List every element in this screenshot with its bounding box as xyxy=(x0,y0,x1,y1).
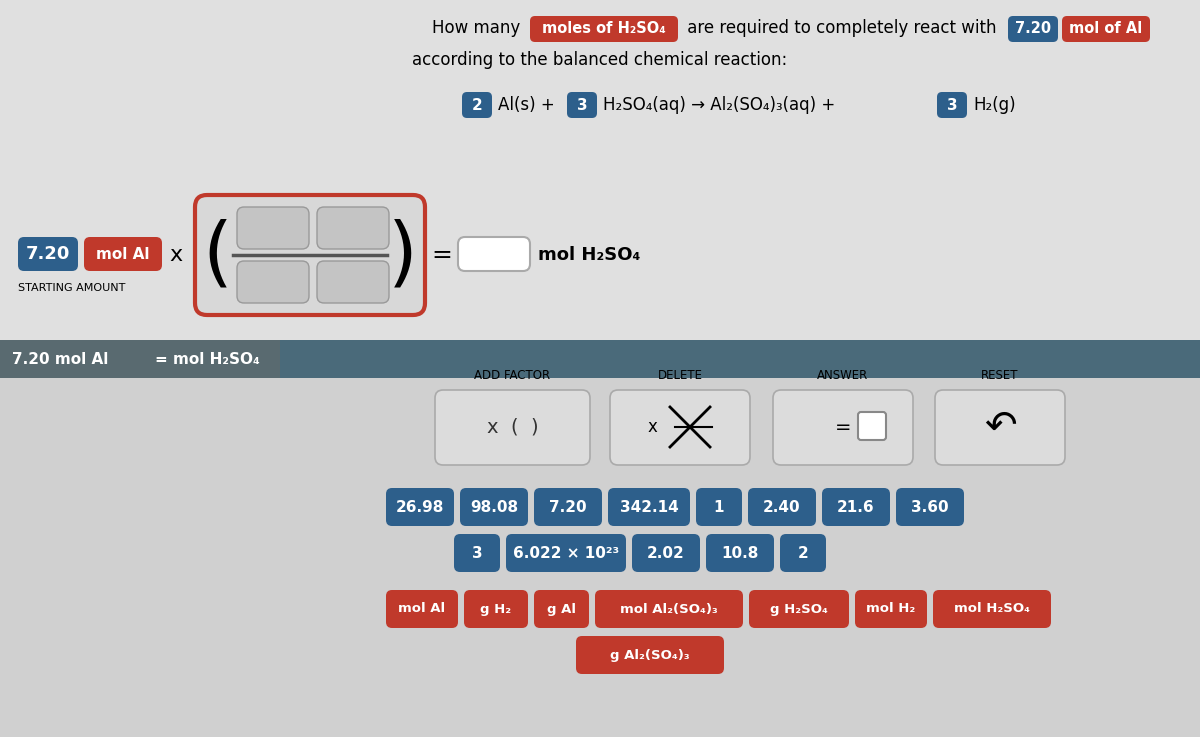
FancyBboxPatch shape xyxy=(610,390,750,465)
Text: x: x xyxy=(647,418,656,436)
Text: 6.022 × 10²³: 6.022 × 10²³ xyxy=(512,545,619,561)
Text: 98.08: 98.08 xyxy=(470,500,518,514)
Text: 342.14: 342.14 xyxy=(619,500,678,514)
FancyBboxPatch shape xyxy=(0,0,1200,370)
FancyBboxPatch shape xyxy=(696,488,742,526)
Text: =: = xyxy=(432,243,452,267)
FancyBboxPatch shape xyxy=(896,488,964,526)
FancyBboxPatch shape xyxy=(0,340,1200,378)
Text: g H₂SO₄: g H₂SO₄ xyxy=(770,603,828,615)
Text: mol of Al: mol of Al xyxy=(1069,21,1142,35)
Text: 3: 3 xyxy=(947,97,958,113)
FancyBboxPatch shape xyxy=(534,488,602,526)
FancyBboxPatch shape xyxy=(608,488,690,526)
FancyBboxPatch shape xyxy=(462,92,492,118)
FancyBboxPatch shape xyxy=(194,195,425,315)
FancyBboxPatch shape xyxy=(706,534,774,572)
Text: 2.40: 2.40 xyxy=(763,500,800,514)
Text: RESET: RESET xyxy=(982,369,1019,382)
Text: 21.6: 21.6 xyxy=(838,500,875,514)
Text: according to the balanced chemical reaction:: according to the balanced chemical react… xyxy=(413,51,787,69)
Text: ADD FACTOR: ADD FACTOR xyxy=(474,369,551,382)
FancyBboxPatch shape xyxy=(436,390,590,465)
FancyBboxPatch shape xyxy=(464,590,528,628)
FancyBboxPatch shape xyxy=(238,207,310,249)
FancyBboxPatch shape xyxy=(238,261,310,303)
FancyBboxPatch shape xyxy=(386,488,454,526)
FancyBboxPatch shape xyxy=(748,488,816,526)
FancyBboxPatch shape xyxy=(18,237,78,271)
Text: g Al: g Al xyxy=(547,603,576,615)
Text: 2: 2 xyxy=(798,545,809,561)
Text: 3.60: 3.60 xyxy=(911,500,949,514)
FancyBboxPatch shape xyxy=(1008,16,1058,42)
FancyBboxPatch shape xyxy=(534,590,589,628)
FancyBboxPatch shape xyxy=(84,237,162,271)
Text: 7.20 mol Al: 7.20 mol Al xyxy=(12,352,108,366)
Text: =: = xyxy=(835,417,851,436)
FancyBboxPatch shape xyxy=(386,590,458,628)
Text: H₂(g): H₂(g) xyxy=(973,96,1015,114)
Text: 7.20: 7.20 xyxy=(550,500,587,514)
FancyBboxPatch shape xyxy=(935,390,1066,465)
Text: 10.8: 10.8 xyxy=(721,545,758,561)
Text: mol Al: mol Al xyxy=(398,603,445,615)
FancyBboxPatch shape xyxy=(317,207,389,249)
Text: 7.20: 7.20 xyxy=(1015,21,1051,35)
FancyBboxPatch shape xyxy=(632,534,700,572)
FancyBboxPatch shape xyxy=(749,590,850,628)
FancyBboxPatch shape xyxy=(773,390,913,465)
FancyBboxPatch shape xyxy=(934,590,1051,628)
Text: = mol H₂SO₄: = mol H₂SO₄ xyxy=(155,352,259,366)
Text: ): ) xyxy=(388,218,418,292)
Text: (: ( xyxy=(202,218,232,292)
Text: 3: 3 xyxy=(472,545,482,561)
Text: mol Al₂(SO₄)₃: mol Al₂(SO₄)₃ xyxy=(620,603,718,615)
Text: 1: 1 xyxy=(714,500,725,514)
Text: are required to completely react with: are required to completely react with xyxy=(682,19,996,37)
FancyBboxPatch shape xyxy=(780,534,826,572)
Text: moles of H₂SO₄: moles of H₂SO₄ xyxy=(542,21,666,35)
Text: g Al₂(SO₄)₃: g Al₂(SO₄)₃ xyxy=(610,649,690,662)
FancyBboxPatch shape xyxy=(454,534,500,572)
FancyBboxPatch shape xyxy=(854,590,928,628)
Text: ANSWER: ANSWER xyxy=(817,369,869,382)
FancyBboxPatch shape xyxy=(1062,16,1150,42)
Text: 26.98: 26.98 xyxy=(396,500,444,514)
Text: mol H₂SO₄: mol H₂SO₄ xyxy=(954,603,1030,615)
FancyBboxPatch shape xyxy=(0,340,280,378)
Text: 7.20: 7.20 xyxy=(26,245,70,263)
FancyBboxPatch shape xyxy=(576,636,724,674)
FancyBboxPatch shape xyxy=(822,488,890,526)
FancyBboxPatch shape xyxy=(317,261,389,303)
Text: x: x xyxy=(169,245,182,265)
Text: g H₂: g H₂ xyxy=(480,603,511,615)
Text: mol Al: mol Al xyxy=(96,246,150,262)
FancyBboxPatch shape xyxy=(858,412,886,440)
Text: H₂SO₄(aq) → Al₂(SO₄)₃(aq) +: H₂SO₄(aq) → Al₂(SO₄)₃(aq) + xyxy=(604,96,835,114)
Text: 2: 2 xyxy=(472,97,482,113)
Text: Al(s) +: Al(s) + xyxy=(498,96,554,114)
Text: x  (  ): x ( ) xyxy=(487,417,539,436)
Text: ↶: ↶ xyxy=(984,408,1016,446)
FancyBboxPatch shape xyxy=(458,237,530,271)
Text: mol H₂SO₄: mol H₂SO₄ xyxy=(538,246,641,264)
FancyBboxPatch shape xyxy=(0,370,1200,737)
Text: mol H₂: mol H₂ xyxy=(866,603,916,615)
FancyBboxPatch shape xyxy=(530,16,678,42)
Text: STARTING AMOUNT: STARTING AMOUNT xyxy=(18,283,125,293)
FancyBboxPatch shape xyxy=(506,534,626,572)
Text: How many: How many xyxy=(432,19,521,37)
FancyBboxPatch shape xyxy=(460,488,528,526)
FancyBboxPatch shape xyxy=(595,590,743,628)
Text: DELETE: DELETE xyxy=(658,369,702,382)
Text: 3: 3 xyxy=(577,97,587,113)
FancyBboxPatch shape xyxy=(937,92,967,118)
Text: 2.02: 2.02 xyxy=(647,545,685,561)
FancyBboxPatch shape xyxy=(568,92,598,118)
